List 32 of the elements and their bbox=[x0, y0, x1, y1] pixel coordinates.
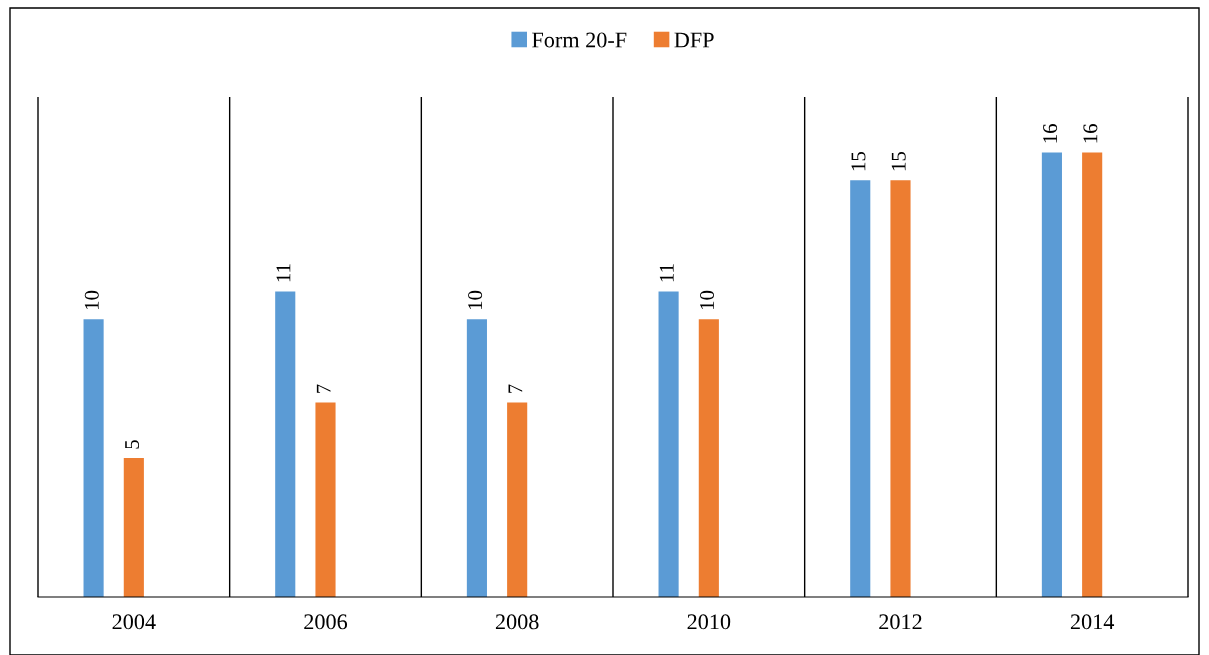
bar bbox=[275, 291, 296, 597]
bar bbox=[890, 180, 911, 597]
x-tick-label: 2014 bbox=[1070, 614, 1115, 630]
data-label: 16 bbox=[1043, 124, 1058, 143]
bar bbox=[123, 458, 144, 597]
data-label: 11 bbox=[659, 264, 674, 282]
data-label: 5 bbox=[125, 440, 140, 449]
data-label: 10 bbox=[84, 290, 99, 310]
bar bbox=[466, 319, 487, 597]
data-label: 15 bbox=[891, 151, 906, 171]
data-label: 16 bbox=[1083, 124, 1098, 143]
data-label: 7 bbox=[316, 384, 331, 393]
x-tick-label: 2006 bbox=[304, 614, 348, 630]
bar bbox=[315, 402, 336, 597]
bar bbox=[1082, 152, 1103, 597]
bar bbox=[698, 319, 719, 597]
data-label: 7 bbox=[508, 384, 523, 393]
bar bbox=[850, 180, 871, 597]
x-tick-label: 2010 bbox=[687, 614, 731, 630]
bar bbox=[1041, 152, 1062, 597]
bar bbox=[507, 402, 528, 597]
data-label: 15 bbox=[851, 151, 866, 171]
data-label: 11 bbox=[276, 264, 291, 282]
legend-label: DFP bbox=[674, 32, 714, 48]
data-label: 10 bbox=[699, 290, 715, 310]
bar bbox=[658, 291, 679, 597]
x-tick-label: 2008 bbox=[495, 614, 539, 630]
x-tick-label: 2012 bbox=[879, 614, 922, 630]
bar bbox=[83, 319, 104, 597]
x-tick-label: 2004 bbox=[112, 614, 156, 630]
data-label: 10 bbox=[468, 290, 483, 310]
legend-label: Form 20-F bbox=[532, 32, 627, 48]
